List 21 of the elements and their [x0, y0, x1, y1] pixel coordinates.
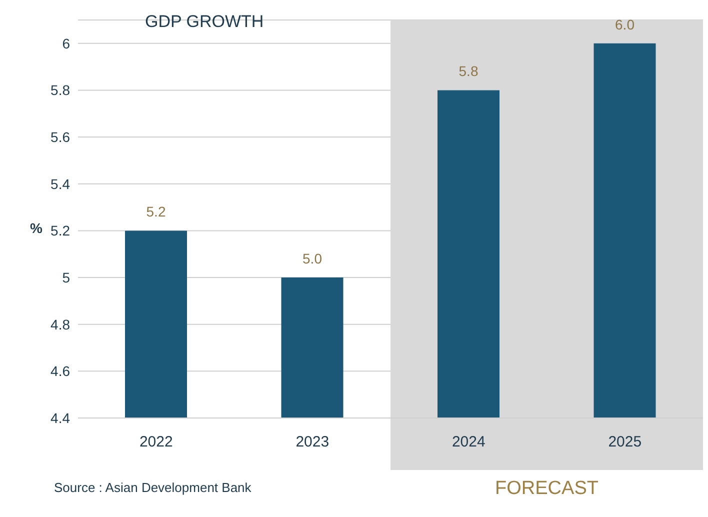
- data-label: 6.0: [615, 16, 635, 32]
- x-tick-label: 2023: [296, 434, 330, 451]
- y-tick-label: 5.4: [50, 176, 70, 192]
- y-tick-label: 4.8: [50, 316, 70, 332]
- x-tick-label: 2024: [452, 434, 486, 451]
- data-label: 5.8: [458, 63, 478, 80]
- y-axis-title: %: [30, 220, 42, 236]
- y-tick-label: 5: [62, 270, 70, 286]
- band-label: FORECAST: [495, 478, 599, 499]
- source-note: Source : Asian Development Bank: [54, 480, 252, 495]
- y-tick-label: 4.4: [50, 410, 70, 426]
- y-tick-label: 5.8: [50, 82, 70, 98]
- x-tick-label: 2022: [139, 434, 173, 451]
- data-label: 5.2: [146, 204, 166, 220]
- data-label: 5.0: [302, 250, 322, 267]
- chart-title: GDP GROWTH: [145, 12, 264, 32]
- y-tick-label: 4.6: [50, 363, 70, 380]
- y-tick-label: 6: [62, 35, 70, 52]
- y-tick-label: 5.6: [50, 129, 70, 146]
- x-tick-label: 2025: [608, 434, 642, 451]
- y-tick-label: 5.2: [50, 222, 70, 239]
